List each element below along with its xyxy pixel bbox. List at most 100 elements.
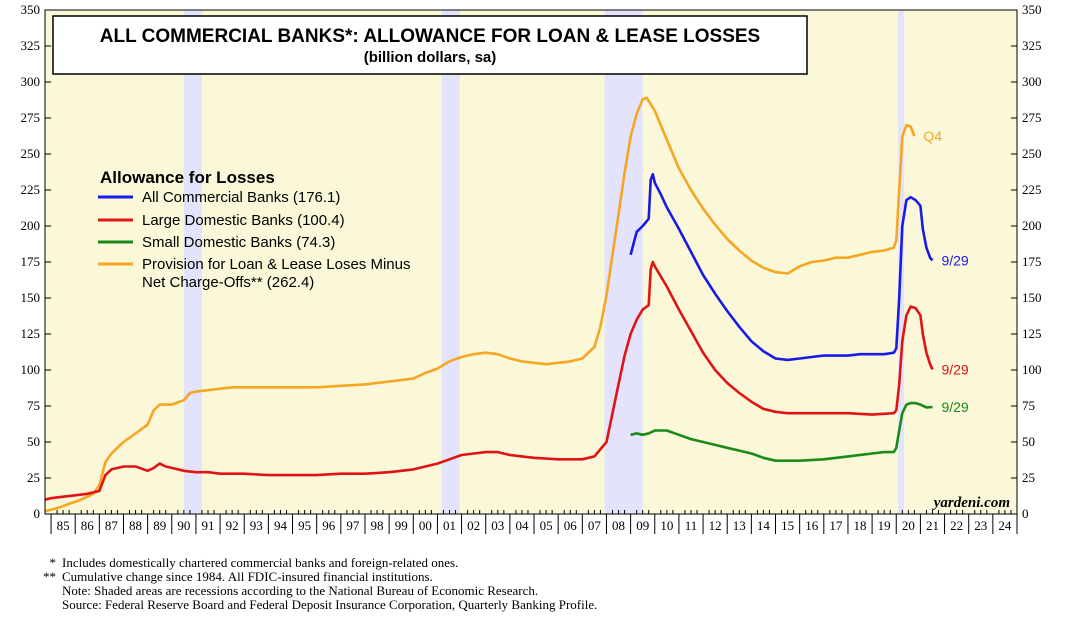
x-tick-label: 03 [491, 518, 504, 533]
y-tick-label-right: 200 [1022, 218, 1042, 233]
footnote-text: Cumulative change since 1984. All FDIC-i… [62, 569, 433, 584]
x-tick-label: 11 [685, 518, 698, 533]
x-tick-label: 88 [129, 518, 142, 533]
y-tick-label-right: 325 [1022, 38, 1042, 53]
x-tick-label: 99 [395, 518, 408, 533]
x-tick-label: 14 [757, 518, 771, 533]
footnote-mark [0, 584, 62, 598]
x-tick-label: 06 [564, 518, 578, 533]
y-tick-label-right: 275 [1022, 110, 1042, 125]
chart-subtitle: (billion dollars, sa) [364, 49, 497, 66]
y-tick-label-left: 0 [34, 506, 41, 521]
title-box [52, 15, 808, 75]
y-tick-label-right: 225 [1022, 182, 1042, 197]
legend-label-all: All Commercial Banks (176.1) [142, 189, 340, 206]
x-tick-label: 20 [902, 518, 915, 533]
y-tick-label-right: 175 [1022, 254, 1042, 269]
x-tick-label: 01 [443, 518, 456, 533]
x-tick-label: 02 [467, 518, 480, 533]
legend-label-line: Provision for Loan & Lease Loses Minus [142, 256, 410, 273]
footnotes: * Includes domestically chartered commerc… [0, 556, 1070, 612]
footnote-text: Includes domestically chartered commerci… [62, 555, 459, 570]
x-tick-label: 09 [636, 518, 649, 533]
legend-label-line: Net Charge-Offs** (262.4) [142, 274, 314, 291]
x-tick-label: 21 [926, 518, 939, 533]
x-tick-label: 22 [950, 518, 963, 533]
recession-shading [183, 10, 905, 514]
watermark: yardeni.com [932, 495, 1010, 511]
x-tick-label: 13 [733, 518, 746, 533]
y-tick-label-right: 100 [1022, 362, 1042, 377]
x-tick-label: 05 [540, 518, 553, 533]
y-tick-label-right: 0 [1022, 506, 1029, 521]
y-tick-label-right: 150 [1022, 290, 1042, 305]
x-tick-label: 16 [805, 518, 819, 533]
legend-label-small: Small Domestic Banks (74.3) [142, 234, 335, 251]
x-tick-label: 93 [250, 518, 263, 533]
y-tick-label-right: 25 [1022, 470, 1035, 485]
chart-title: ALL COMMERCIAL BANKS*: ALLOWANCE FOR LOA… [100, 26, 760, 47]
footnote-text: Source: Federal Reserve Board and Federa… [62, 597, 598, 612]
footnote-mark [0, 598, 62, 612]
y-tick-label-left: 150 [21, 290, 41, 305]
y-tick-label-right: 50 [1022, 434, 1035, 449]
x-tick-label: 90 [177, 518, 190, 533]
x-tick-label: 92 [226, 518, 239, 533]
x-tick-label: 19 [878, 518, 891, 533]
x-tick-label: 00 [419, 518, 432, 533]
footnote-mark: * [49, 555, 57, 570]
series-end-label-0: 9/29 [941, 252, 968, 268]
x-tick-label: 23 [974, 518, 987, 533]
y-tick-label-left: 300 [21, 74, 41, 89]
x-tick-label: 15 [781, 518, 794, 533]
y-tick-label-left: 225 [21, 182, 41, 197]
legend-label-provision: Provision for Loan & Lease Loses Minus Ne… [142, 256, 410, 291]
x-tick-label: 04 [515, 518, 529, 533]
series-line-2 [630, 401, 933, 462]
y-tick-label-left: 75 [27, 398, 40, 413]
x-tick-label: 91 [202, 518, 215, 533]
y-tick-label-right: 300 [1022, 74, 1042, 89]
x-tick-label: 97 [346, 518, 360, 533]
y-tick-label-right: 350 [1022, 2, 1042, 17]
y-tick-label-left: 275 [21, 110, 41, 125]
y-tick-label-left: 200 [21, 218, 41, 233]
y-tick-label-left: 350 [21, 2, 41, 17]
series-end-label-2: 9/29 [941, 399, 968, 415]
series-end-label-3: Q4 [923, 128, 942, 144]
legend-title: Allowance for Losses [100, 168, 275, 187]
recession-band [441, 10, 460, 514]
x-tick-label: 94 [274, 518, 288, 533]
series-line-1 [44, 260, 934, 501]
x-tick-label: 95 [298, 518, 311, 533]
x-tick-label: 18 [854, 518, 867, 533]
legend-label-large: Large Domestic Banks (100.4) [142, 212, 345, 229]
series-end-label-1: 9/29 [941, 361, 968, 377]
series-line-3 [44, 96, 916, 513]
y-tick-label-left: 50 [27, 434, 40, 449]
series-lines [44, 96, 934, 513]
x-tick-label: 98 [371, 518, 384, 533]
x-tick-label: 89 [153, 518, 166, 533]
footnote-2: ** Cumulative change since 1984. All FDIC… [0, 570, 1070, 584]
footnote-1: * Includes domestically chartered commerc… [0, 556, 1070, 570]
x-tick-label: 12 [709, 518, 722, 533]
x-tick-label: 85 [57, 518, 70, 533]
end-labels: 9/29 9/29 9/29 Q4 [923, 128, 969, 415]
y-tick-label-left: 250 [21, 146, 41, 161]
y-tick-label-right: 75 [1022, 398, 1035, 413]
footnote-source: Source: Federal Reserve Board and Federa… [0, 598, 1070, 612]
plot-area [45, 10, 1017, 514]
y-tick-label-right: 125 [1022, 326, 1042, 341]
legend: Allowance for Losses All Commercial Bank… [98, 168, 410, 291]
y-tick-label-left: 25 [27, 470, 40, 485]
footnote-text: Note: Shaded areas are recessions accord… [62, 583, 539, 598]
series-line-0 [629, 172, 934, 362]
x-tick-label: 07 [588, 518, 602, 533]
x-tick-label: 24 [998, 518, 1012, 533]
x-tick-label: 08 [612, 518, 625, 533]
x-tick-label: 96 [322, 518, 336, 533]
x-tick-label: 87 [105, 518, 119, 533]
